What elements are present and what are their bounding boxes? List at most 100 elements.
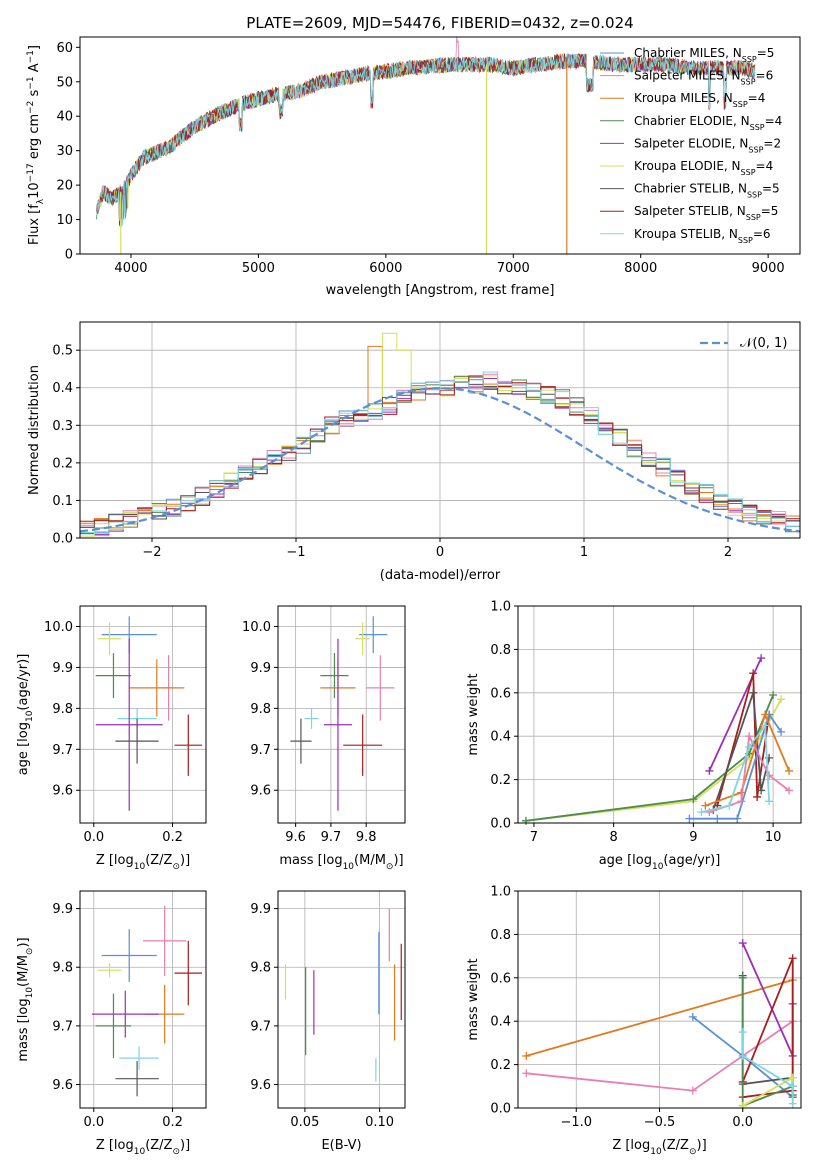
mass-weight-marker <box>745 732 754 741</box>
y-axis-label: Normed distribution <box>27 365 42 495</box>
x-tick-label: 9.8 <box>356 830 377 845</box>
mass-weight-marker <box>769 690 778 699</box>
y-tick-label: 20 <box>56 179 73 194</box>
mass-weight-marker <box>522 1051 531 1060</box>
y-tick-label: 9.7 <box>52 743 73 758</box>
x-tick-label: 0 <box>436 545 444 560</box>
mass-weight-marker <box>765 797 774 806</box>
y-tick-label: 0.0 <box>490 817 511 832</box>
mass-weight-marker <box>749 688 758 697</box>
legend-n-label: , N <box>729 204 746 218</box>
mass-weight-marker <box>522 1069 531 1078</box>
legend-entry: Kroupa ELODIE, NSSP=4 <box>634 159 773 177</box>
x-tick-label: 0.0 <box>732 1115 753 1130</box>
y-tick-label: 1.0 <box>490 885 511 900</box>
legend-n-value: =4 <box>756 159 774 173</box>
legend-n-sub: SSP <box>747 190 762 199</box>
mass-weight-marker <box>788 1082 797 1091</box>
mass-weight-marker <box>688 1012 697 1021</box>
y-axis-label: age [log10(age/yr)] <box>16 654 35 776</box>
x-axis-label-part: (Z/Z <box>662 1138 689 1153</box>
y-axis-label-part: 10 <box>25 710 35 722</box>
x-axis-label-part: age [log <box>599 853 652 868</box>
mass-weight-series-line <box>716 673 770 806</box>
mass-weight-marker <box>761 721 770 730</box>
y-tick-label: 0.5 <box>52 344 73 359</box>
errorbar-axes: 9.6 9.7 9.8 9.6 9.7 9.8 9.9 10.0 mass [log10(M/M… <box>242 605 406 872</box>
x-tick-label: 4000 <box>114 261 147 276</box>
x-axis-label-part: ⊙ <box>386 862 394 872</box>
mass-weight-marker <box>725 801 734 810</box>
legend-n-label: , N <box>730 182 747 196</box>
x-axis-label: E(B-V) <box>321 1138 361 1153</box>
mass-weight-marker <box>765 771 774 780</box>
x-axis-label-part: )] <box>393 853 403 868</box>
legend-n-sub: SSP <box>733 100 748 109</box>
legend-entry: Chabrier STELIB, NSSP=5 <box>634 182 780 200</box>
mass-weight-series-line <box>525 694 774 822</box>
legend-n-label: , N <box>721 227 738 241</box>
x-axis-label-part: ⊙ <box>172 862 180 872</box>
mass-weight-marker <box>713 814 722 823</box>
x-tick-label: 0.05 <box>290 1115 319 1130</box>
spectrum-frame <box>79 36 801 255</box>
mass-weight-marker <box>738 939 747 948</box>
y-tick-label: 9.7 <box>250 743 271 758</box>
legend-name: Chabrier ELODIE <box>634 114 733 128</box>
mass-weight-marker <box>788 1099 797 1108</box>
y-tick-label: 9.9 <box>52 902 73 917</box>
y-axis-label-part: −17 <box>26 163 36 182</box>
x-tick-label: −1.0 <box>560 1115 592 1130</box>
spectrum-axes: PLATE=2609, MJD=54476, FIBERID=0432, z=0… <box>26 14 801 298</box>
y-tick-label: 0.8 <box>490 643 511 658</box>
legend-n-value: =5 <box>761 204 779 218</box>
y-tick-label: 9.6 <box>52 1078 73 1093</box>
x-axis-label-part: mass [log <box>279 853 342 868</box>
errorbar-frame <box>79 890 207 1109</box>
errorbar-axes: 0.0 0.29.69.79.89.9Z [log10(Z/Z⊙)]mass [l… <box>16 890 207 1157</box>
y-axis-label-part: ⊙ <box>25 948 35 956</box>
mass-weight-marker <box>777 695 786 704</box>
legend-n-sub: SSP <box>750 122 765 131</box>
x-tick-label: −1 <box>286 545 305 560</box>
y-tick-label: 1.0 <box>490 600 511 615</box>
x-axis-label-part: (M/M <box>354 853 386 868</box>
x-tick-label: 0.2 <box>162 830 183 845</box>
y-tick-label: 9.8 <box>250 702 271 717</box>
legend-n-value: =6 <box>756 69 774 83</box>
legend-name: Salpeter STELIB <box>634 204 729 218</box>
mass-weight-marker <box>777 727 786 736</box>
x-tick-label: 9000 <box>752 261 785 276</box>
x-tick-label: 7 <box>530 830 538 845</box>
y-tick-label: 9.8 <box>52 961 73 976</box>
legend-n-sub: SSP <box>746 213 761 222</box>
x-tick-label: 0.0 <box>83 830 104 845</box>
mass-weight-marker <box>757 654 766 663</box>
y-axis-label-part: )] <box>16 937 31 947</box>
x-tick-label: 7000 <box>497 261 530 276</box>
errorbar-frame <box>277 605 406 824</box>
mass-weight-marker <box>685 814 694 823</box>
y-axis-label-part: Flux [f <box>27 204 42 245</box>
mass-weight-series-line <box>741 977 794 1108</box>
x-axis-label-part: 10 <box>343 862 355 872</box>
legend-entry: Chabrier MILES, NSSP=5 <box>634 46 774 64</box>
legend-entry: Salpeter MILES, NSSP=6 <box>634 69 773 87</box>
mass-weight-marker <box>785 786 794 795</box>
legend-n-value: =5 <box>762 182 780 196</box>
y-tick-label: 10.0 <box>44 620 73 635</box>
legend-n-value: =5 <box>757 46 775 60</box>
legend-entry: Salpeter STELIB, NSSP=5 <box>634 204 778 222</box>
x-axis-label: (data-model)/error <box>380 568 501 583</box>
y-axis-label-part: mass [log <box>16 998 31 1061</box>
y-tick-label: 9.7 <box>52 1019 73 1034</box>
y-tick-label: 0.0 <box>490 1102 511 1117</box>
y-tick-label: 40 <box>56 110 73 125</box>
y-axis-label-part: ] <box>27 45 42 50</box>
y-tick-label: 30 <box>56 144 73 159</box>
y-tick-label: 0.2 <box>490 773 511 788</box>
legend-n-sub: SSP <box>741 168 756 177</box>
x-tick-label: 9.6 <box>285 830 306 845</box>
legend-n-label: , N <box>725 46 742 60</box>
y-axis-label-part: 10 <box>25 987 35 999</box>
